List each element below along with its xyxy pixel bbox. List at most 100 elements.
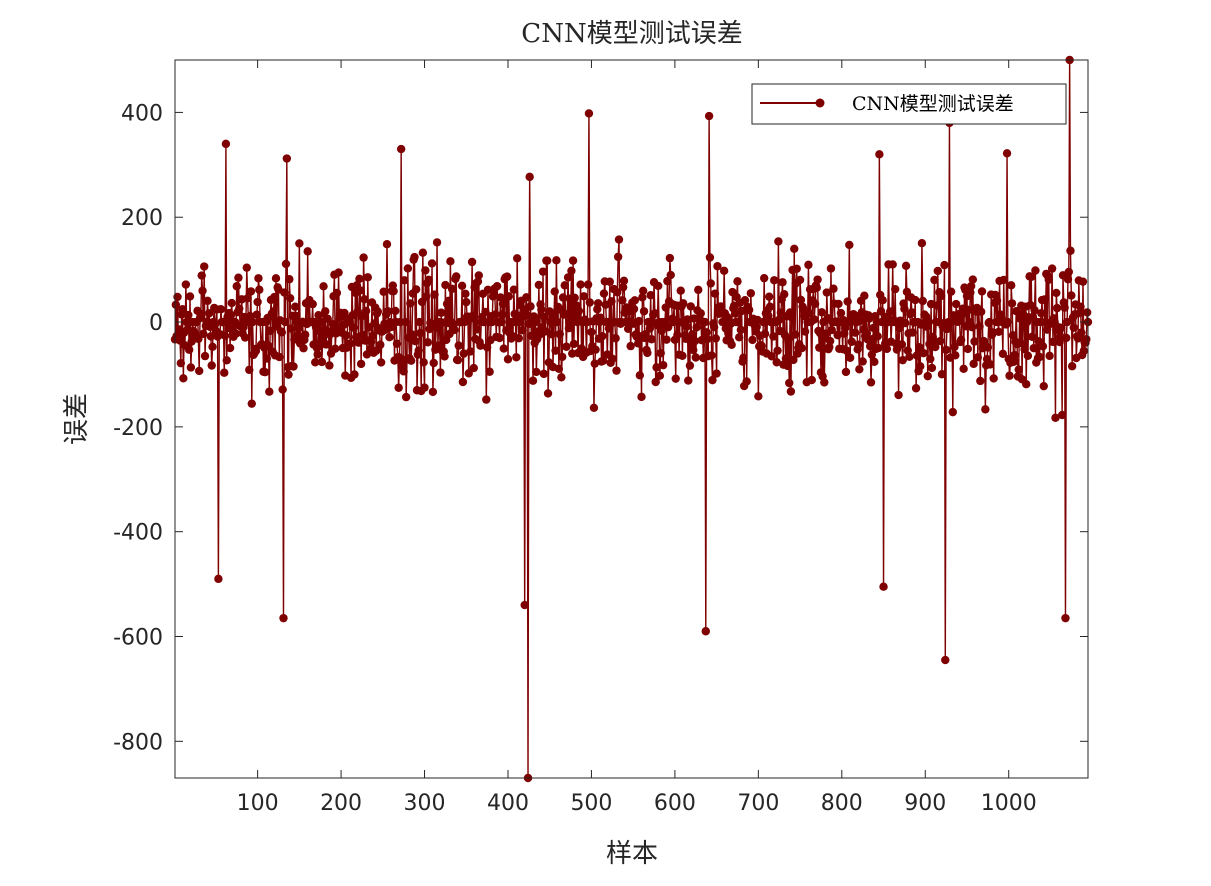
data-point (1038, 342, 1048, 351)
data-point (194, 334, 203, 344)
data-point (900, 304, 909, 314)
data-point (941, 345, 951, 355)
data-point (845, 240, 854, 250)
data-point (940, 260, 949, 270)
data-point (1067, 362, 1077, 371)
data-point (655, 371, 665, 380)
data-point (651, 377, 660, 387)
data-point (418, 248, 428, 257)
data-point (614, 235, 624, 244)
data-point (946, 287, 956, 296)
data-point (569, 339, 579, 349)
data-point (262, 354, 271, 363)
data-point (931, 342, 940, 352)
data-point (778, 278, 787, 287)
data-point (299, 344, 308, 353)
data-point (300, 330, 310, 339)
data-point (959, 364, 968, 374)
data-point (466, 347, 475, 356)
data-point (593, 299, 603, 308)
data-point (894, 390, 903, 400)
data-point (719, 266, 729, 276)
data-point (708, 375, 717, 385)
data-point (346, 339, 355, 348)
data-point (252, 310, 261, 319)
data-point (937, 370, 947, 379)
data-point (240, 333, 250, 342)
data-point (629, 304, 639, 314)
data-point (688, 330, 697, 339)
data-point (207, 361, 216, 370)
data-point (641, 329, 650, 339)
data-point (923, 371, 932, 381)
data-point (810, 315, 819, 324)
data-point (626, 341, 635, 351)
data-point (836, 308, 846, 318)
data-point (759, 273, 769, 283)
data-point (604, 324, 614, 333)
data-point (999, 275, 1008, 285)
data-point (936, 291, 946, 301)
data-point (315, 342, 324, 351)
data-point (989, 374, 998, 383)
series-line (174, 59, 1089, 779)
data-point (403, 264, 413, 273)
data-point (770, 276, 779, 285)
data-point (689, 345, 698, 355)
data-point (765, 302, 775, 311)
data-point (476, 341, 485, 350)
data-point (911, 295, 920, 305)
data-point (264, 341, 273, 350)
data-point (360, 295, 369, 304)
data-point (671, 374, 680, 383)
data-point (613, 288, 622, 297)
chart-title: CNN模型测试误差 (521, 19, 742, 49)
data-point (566, 317, 575, 327)
data-point (308, 299, 317, 309)
data-point (769, 332, 778, 341)
data-point (815, 343, 824, 352)
data-point (554, 364, 564, 374)
x-axis-label: 样本 (606, 839, 658, 869)
data-point (933, 266, 942, 276)
data-point (599, 289, 609, 298)
data-point (220, 368, 229, 377)
data-point (462, 297, 471, 307)
data-point (1077, 328, 1086, 337)
data-point (842, 346, 852, 356)
data-point (1031, 266, 1040, 275)
data-point (855, 365, 864, 374)
data-point (908, 328, 917, 337)
data-point (827, 325, 836, 335)
data-point (608, 354, 617, 363)
data-point (350, 370, 359, 379)
x-tick-label: 100 (237, 791, 279, 816)
data-point (826, 264, 836, 273)
data-point (686, 302, 695, 311)
data-point (882, 344, 892, 354)
data-point (825, 336, 835, 346)
data-point (178, 304, 187, 314)
data-point (499, 344, 509, 353)
data-point (820, 378, 829, 387)
data-point (1005, 371, 1014, 380)
data-point (711, 334, 720, 343)
data-point (269, 307, 278, 316)
data-point (411, 285, 421, 294)
data-point (1078, 277, 1088, 286)
data-point (553, 317, 562, 327)
data-point (1051, 413, 1060, 422)
data-point (1022, 380, 1031, 389)
data-point (464, 369, 473, 378)
data-point (423, 338, 433, 347)
data-point (248, 317, 257, 327)
data-point (891, 284, 900, 294)
data-point (220, 331, 230, 340)
y-axis-label: 误差 (62, 393, 92, 445)
data-point (1020, 345, 1029, 354)
data-point (643, 348, 652, 358)
data-point (975, 322, 984, 331)
data-point (734, 318, 743, 327)
data-point (710, 289, 720, 298)
data-point (760, 329, 770, 338)
